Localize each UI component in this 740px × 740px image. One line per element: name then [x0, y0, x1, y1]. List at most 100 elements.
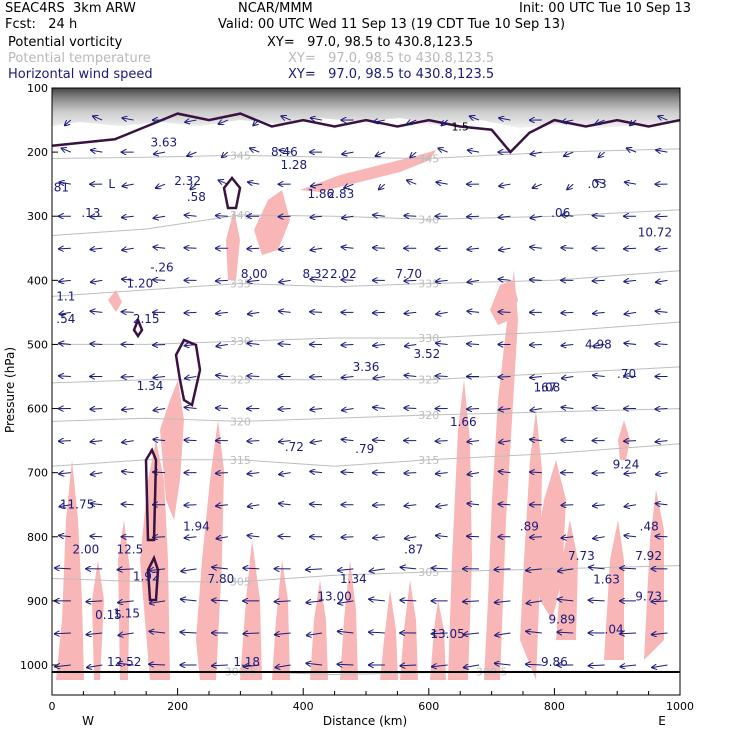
wind-vector — [342, 409, 354, 411]
wind-vector — [467, 441, 480, 442]
wind-vector — [59, 536, 71, 537]
wind-vector — [311, 118, 323, 120]
wind-speed-label: 2.00 — [73, 543, 100, 557]
wind-vector — [149, 664, 166, 665]
wind-vector — [593, 280, 605, 281]
theta-contours: 345 345 340 340 335 335 330 330 325 325 320 320 315 3… — [52, 148, 680, 678]
wind-vector — [658, 116, 668, 120]
wind-vector — [468, 473, 480, 475]
wind-vector — [185, 377, 197, 379]
wind-vector — [310, 504, 323, 505]
x-tick-label: 1000 — [666, 700, 694, 713]
valid-time: Valid: 00 UTC Wed 11 Sep 13 (19 CDT Tue … — [218, 17, 566, 32]
wind-vector — [279, 216, 291, 217]
wind-vector — [306, 601, 323, 603]
wind-vector — [468, 280, 480, 282]
theta-contour-label: 340 — [230, 209, 251, 222]
wind-vector — [91, 280, 103, 282]
wind-vector — [495, 569, 511, 570]
wind-vector — [122, 216, 134, 217]
forecast-hour: Fcst: 24 h — [5, 17, 78, 32]
wind-vector — [153, 344, 166, 345]
wind-vector — [656, 441, 668, 442]
wind-vector — [153, 377, 166, 378]
wind-vector — [338, 569, 354, 571]
wind-vector — [405, 537, 417, 539]
wind-vector — [91, 473, 103, 475]
wind-vector — [122, 377, 134, 378]
x-end-label-east: E — [658, 714, 666, 728]
wind-vector — [243, 633, 260, 634]
pv-contour — [52, 112, 680, 154]
wind-vector — [279, 441, 291, 442]
theta-contour-label: 305 — [230, 576, 251, 589]
wind-vector — [55, 568, 71, 569]
wind-vector — [656, 344, 668, 345]
wind-vector — [306, 663, 323, 665]
wind-vector — [338, 631, 354, 633]
wind-vector — [432, 568, 448, 569]
wind-vector — [310, 471, 323, 472]
wind-speed-label: 1.1 — [56, 289, 75, 303]
wind-vector — [342, 247, 354, 248]
wind-vector — [468, 150, 480, 152]
theta-contour — [52, 408, 680, 422]
wind-vector — [122, 312, 134, 313]
wind-vector — [118, 569, 134, 570]
wind-vector — [373, 537, 385, 538]
x-tick-label: 600 — [418, 700, 439, 713]
wind-vector — [373, 407, 385, 408]
wind-speed-label: .04 — [605, 623, 624, 637]
wind-speed-label: -.26 — [150, 261, 173, 275]
wind-vector — [438, 148, 448, 152]
wind-speed-label: .13 — [81, 206, 100, 220]
wind-vector — [248, 505, 260, 507]
wind-vector — [436, 473, 448, 474]
theta-contour-label: 325 — [418, 374, 439, 387]
wind-speed-label: 1.28 — [280, 158, 307, 172]
wind-vector — [499, 504, 511, 505]
wind-vector — [122, 471, 134, 472]
wind-vector — [90, 216, 103, 217]
y-tick-label: 100 — [27, 82, 48, 95]
wind-vector — [530, 537, 542, 538]
theta-contour-label: 345 — [230, 149, 251, 162]
wind-vector — [593, 344, 605, 346]
y-tick-label: 800 — [27, 531, 48, 544]
wind-vector — [122, 504, 134, 505]
wind-vector — [86, 601, 103, 602]
wind-vector — [467, 311, 480, 312]
wind-vector — [593, 473, 605, 474]
wind-vector — [405, 505, 417, 506]
wind-vector — [627, 148, 637, 152]
wind-vector — [495, 601, 511, 603]
wind-vector — [219, 120, 229, 124]
wind-vector — [216, 312, 228, 313]
wind-vector — [60, 182, 71, 184]
wind-vector — [248, 536, 260, 537]
wind-vector — [562, 344, 574, 345]
wind-speed-label: 7.80 — [208, 572, 235, 586]
wind-speed-label: 1.34 — [137, 379, 164, 393]
wind-speed-label: 13.00 — [317, 589, 351, 603]
theta-contour-label: 345 — [418, 153, 439, 166]
wind-speed-label: 1.66 — [450, 415, 477, 429]
wind-vector — [248, 473, 260, 474]
y-tick-label: 600 — [27, 403, 48, 416]
wind-vector — [222, 151, 229, 157]
wind-vector — [281, 116, 291, 120]
wind-vector — [499, 409, 511, 410]
wind-vector — [624, 343, 637, 344]
wind-vector — [562, 407, 574, 408]
wind-vector — [310, 409, 323, 410]
wind-vector — [467, 409, 480, 410]
theta-contour — [52, 565, 680, 583]
wind-vector — [558, 599, 574, 601]
wind-vector — [122, 441, 134, 443]
theta-contour-label: 335 — [418, 278, 439, 291]
wind-vector — [463, 633, 480, 635]
wind-vector — [561, 505, 574, 506]
wind-vector — [244, 665, 260, 667]
wind-vector — [567, 183, 574, 189]
theta-contour-label: 320 — [230, 415, 251, 428]
